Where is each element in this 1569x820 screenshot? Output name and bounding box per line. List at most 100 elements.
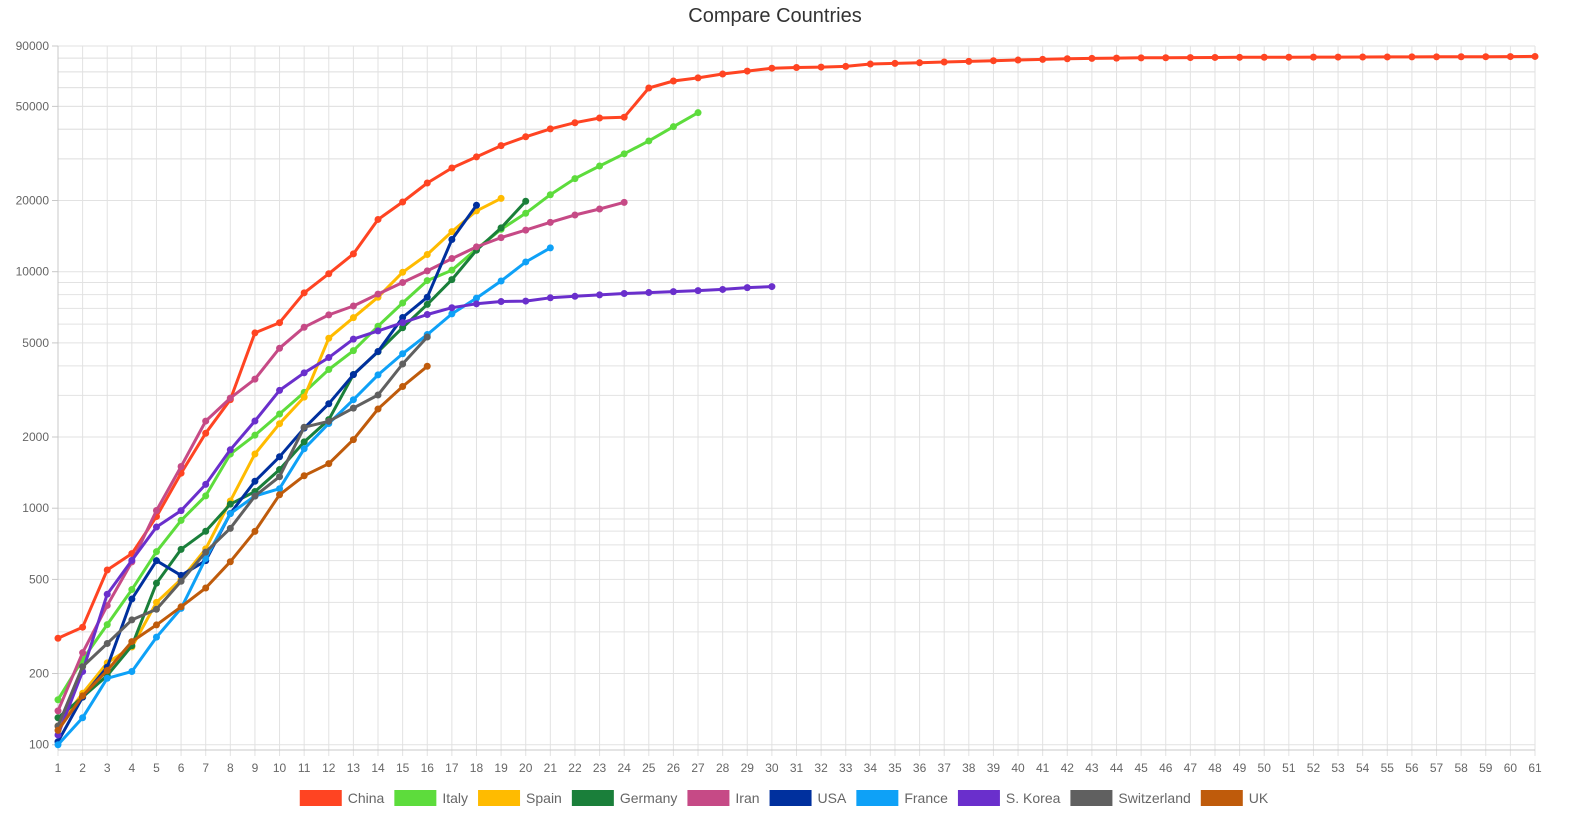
- data-point-china[interactable]: [79, 623, 87, 631]
- data-point-switzerland[interactable]: [399, 360, 407, 368]
- data-point-uk[interactable]: [349, 436, 357, 444]
- data-point-switzerland[interactable]: [300, 423, 308, 431]
- data-point-spain[interactable]: [276, 420, 284, 428]
- data-point-s-korea[interactable]: [349, 335, 357, 343]
- data-point-s-korea[interactable]: [743, 284, 751, 292]
- data-point-iran[interactable]: [226, 394, 234, 402]
- data-point-france[interactable]: [399, 350, 407, 358]
- data-point-germany[interactable]: [522, 197, 530, 205]
- legend-item-s-korea[interactable]: S. Korea: [957, 790, 1061, 806]
- data-point-s-korea[interactable]: [497, 298, 505, 306]
- data-point-uk[interactable]: [54, 726, 62, 734]
- data-point-iran[interactable]: [349, 302, 357, 310]
- legend-item-iran[interactable]: Iran: [687, 790, 760, 806]
- data-point-s-korea[interactable]: [325, 354, 333, 362]
- data-point-china[interactable]: [1383, 53, 1391, 61]
- data-point-france[interactable]: [497, 277, 505, 285]
- data-point-china[interactable]: [202, 429, 210, 437]
- data-point-iran[interactable]: [522, 226, 530, 234]
- data-point-france[interactable]: [128, 667, 136, 675]
- legend-item-spain[interactable]: Spain: [478, 790, 562, 806]
- data-point-usa[interactable]: [276, 453, 284, 461]
- data-point-s-korea[interactable]: [399, 319, 407, 327]
- data-point-switzerland[interactable]: [276, 473, 284, 481]
- data-point-france[interactable]: [300, 445, 308, 453]
- data-point-spain[interactable]: [399, 268, 407, 276]
- data-point-france[interactable]: [374, 371, 382, 379]
- data-point-france[interactable]: [448, 310, 456, 318]
- data-point-uk[interactable]: [202, 584, 210, 592]
- data-point-germany[interactable]: [226, 500, 234, 508]
- data-point-spain[interactable]: [325, 334, 333, 342]
- data-point-china[interactable]: [669, 77, 677, 85]
- data-point-china[interactable]: [645, 84, 653, 92]
- data-point-s-korea[interactable]: [546, 294, 554, 302]
- legend[interactable]: China Italy Spain Germany Iran USA France S. Ko…: [299, 790, 1269, 806]
- data-point-china[interactable]: [1260, 53, 1268, 61]
- data-point-s-korea[interactable]: [374, 327, 382, 335]
- data-point-france[interactable]: [276, 485, 284, 493]
- data-point-switzerland[interactable]: [423, 333, 431, 341]
- data-point-italy[interactable]: [522, 209, 530, 217]
- data-point-switzerland[interactable]: [128, 616, 136, 624]
- data-point-germany[interactable]: [399, 324, 407, 332]
- data-point-china[interactable]: [793, 64, 800, 72]
- data-point-s-korea[interactable]: [226, 446, 234, 454]
- data-point-germany[interactable]: [448, 276, 456, 284]
- data-point-iran[interactable]: [620, 198, 628, 206]
- data-point-italy[interactable]: [448, 266, 456, 274]
- data-point-china[interactable]: [866, 60, 874, 68]
- data-point-china[interactable]: [1137, 54, 1145, 62]
- legend-item-uk[interactable]: UK: [1200, 790, 1269, 806]
- data-point-s-korea[interactable]: [152, 523, 160, 531]
- data-point-china[interactable]: [103, 566, 111, 574]
- data-point-iran[interactable]: [374, 290, 382, 298]
- data-point-s-korea[interactable]: [645, 289, 653, 297]
- data-point-s-korea[interactable]: [300, 369, 308, 377]
- data-point-france[interactable]: [522, 258, 530, 266]
- data-point-china[interactable]: [374, 215, 382, 223]
- data-point-france[interactable]: [79, 714, 87, 722]
- data-point-china[interactable]: [1186, 54, 1194, 62]
- data-point-italy[interactable]: [669, 123, 677, 131]
- data-point-s-korea[interactable]: [669, 288, 677, 296]
- data-point-china[interactable]: [719, 70, 727, 78]
- data-point-germany[interactable]: [423, 300, 431, 308]
- data-point-italy[interactable]: [546, 191, 554, 199]
- data-point-china[interactable]: [54, 634, 62, 642]
- data-point-china[interactable]: [1039, 55, 1047, 63]
- data-point-germany[interactable]: [497, 224, 505, 232]
- data-point-italy[interactable]: [399, 299, 407, 307]
- data-point-uk[interactable]: [300, 472, 308, 480]
- data-point-s-korea[interactable]: [522, 297, 530, 305]
- data-point-china[interactable]: [989, 57, 997, 65]
- data-point-china[interactable]: [1334, 53, 1342, 61]
- data-point-switzerland[interactable]: [103, 639, 111, 647]
- data-point-iran[interactable]: [596, 205, 604, 213]
- data-point-uk[interactable]: [423, 362, 431, 370]
- data-point-switzerland[interactable]: [79, 663, 87, 671]
- data-point-china[interactable]: [300, 289, 308, 297]
- data-point-switzerland[interactable]: [325, 417, 333, 425]
- data-point-italy[interactable]: [276, 410, 284, 418]
- data-point-uk[interactable]: [399, 383, 407, 391]
- legend-item-switzerland[interactable]: Switzerland: [1070, 790, 1191, 806]
- data-point-iran[interactable]: [448, 255, 456, 263]
- data-point-switzerland[interactable]: [202, 548, 210, 556]
- data-point-s-korea[interactable]: [423, 310, 431, 318]
- data-point-iran[interactable]: [54, 707, 62, 715]
- data-point-italy[interactable]: [325, 366, 333, 374]
- data-point-usa[interactable]: [472, 201, 480, 209]
- data-point-uk[interactable]: [251, 527, 259, 535]
- data-point-italy[interactable]: [645, 137, 653, 145]
- data-point-china[interactable]: [1285, 53, 1293, 61]
- data-point-china[interactable]: [1457, 53, 1465, 61]
- data-point-s-korea[interactable]: [472, 300, 480, 308]
- data-point-iran[interactable]: [202, 417, 210, 425]
- data-point-usa[interactable]: [399, 314, 407, 322]
- data-point-china[interactable]: [1482, 53, 1490, 61]
- data-point-italy[interactable]: [694, 109, 702, 117]
- data-point-china[interactable]: [276, 319, 284, 327]
- data-point-s-korea[interactable]: [103, 590, 111, 598]
- data-point-usa[interactable]: [128, 595, 136, 603]
